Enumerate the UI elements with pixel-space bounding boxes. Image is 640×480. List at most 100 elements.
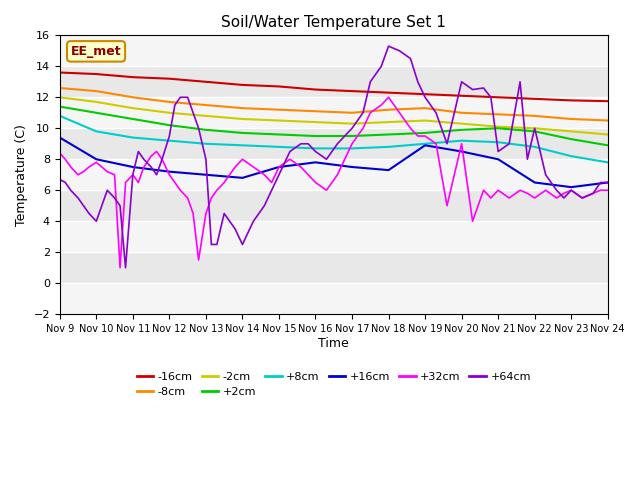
Bar	[60, 36, 608, 66]
-16cm	[348, 88, 356, 94]
-16cm	[604, 98, 612, 104]
+16cm	[56, 135, 63, 141]
-2cm	[458, 121, 465, 127]
+2cm	[531, 129, 538, 134]
+8cm	[202, 141, 210, 147]
-16cm	[92, 71, 100, 77]
+64cm	[116, 203, 124, 209]
+2cm	[348, 133, 356, 139]
Y-axis label: Temperature (C): Temperature (C)	[15, 124, 28, 226]
-8cm	[129, 95, 137, 100]
Line: +2cm: +2cm	[60, 107, 608, 145]
Bar	[60, 221, 608, 252]
Bar	[60, 159, 608, 190]
-16cm	[385, 90, 392, 96]
-2cm	[604, 132, 612, 137]
+32cm	[385, 95, 392, 100]
+16cm	[568, 184, 575, 190]
+8cm	[568, 153, 575, 159]
+64cm	[286, 149, 294, 155]
+16cm	[348, 164, 356, 170]
+8cm	[239, 143, 246, 148]
+8cm	[166, 138, 173, 144]
+16cm	[275, 164, 283, 170]
+32cm	[604, 187, 612, 193]
+32cm	[67, 164, 75, 170]
-2cm	[494, 124, 502, 130]
-8cm	[494, 111, 502, 117]
+2cm	[166, 122, 173, 128]
-2cm	[348, 121, 356, 127]
+32cm	[56, 150, 63, 156]
+16cm	[421, 143, 429, 148]
-16cm	[275, 84, 283, 89]
+2cm	[568, 136, 575, 142]
+16cm	[604, 180, 612, 185]
-2cm	[166, 110, 173, 116]
+16cm	[239, 175, 246, 181]
+64cm	[385, 43, 392, 49]
-16cm	[531, 96, 538, 102]
-8cm	[166, 99, 173, 105]
-8cm	[202, 102, 210, 108]
Text: EE_met: EE_met	[71, 45, 122, 58]
+2cm	[421, 130, 429, 136]
+16cm	[531, 180, 538, 185]
+8cm	[604, 159, 612, 165]
-8cm	[385, 107, 392, 113]
Bar	[60, 97, 608, 128]
+16cm	[385, 167, 392, 173]
+32cm	[359, 125, 367, 131]
+64cm	[560, 195, 568, 201]
-16cm	[458, 93, 465, 98]
+16cm	[202, 172, 210, 178]
-8cm	[531, 113, 538, 119]
-2cm	[275, 118, 283, 123]
+32cm	[286, 156, 294, 162]
-16cm	[56, 70, 63, 75]
-8cm	[458, 110, 465, 116]
+8cm	[458, 138, 465, 144]
-16cm	[129, 74, 137, 80]
+2cm	[202, 127, 210, 132]
Bar	[60, 283, 608, 314]
Line: -16cm: -16cm	[60, 72, 608, 101]
+8cm	[421, 141, 429, 147]
+8cm	[92, 129, 100, 134]
+8cm	[56, 113, 63, 119]
+2cm	[604, 143, 612, 148]
+2cm	[92, 110, 100, 116]
+16cm	[129, 164, 137, 170]
+2cm	[385, 132, 392, 137]
-8cm	[275, 107, 283, 113]
+8cm	[348, 145, 356, 151]
+16cm	[458, 149, 465, 155]
-8cm	[568, 116, 575, 122]
-2cm	[92, 99, 100, 105]
Line: -2cm: -2cm	[60, 97, 608, 134]
-8cm	[604, 118, 612, 123]
+32cm	[116, 265, 124, 271]
-8cm	[312, 108, 319, 114]
+64cm	[359, 110, 367, 116]
+32cm	[560, 191, 568, 196]
+16cm	[312, 159, 319, 165]
-2cm	[202, 113, 210, 119]
-16cm	[312, 87, 319, 93]
+8cm	[129, 135, 137, 141]
+64cm	[67, 187, 75, 193]
-16cm	[421, 91, 429, 97]
+8cm	[385, 144, 392, 150]
+8cm	[494, 139, 502, 145]
+16cm	[92, 156, 100, 162]
+2cm	[458, 127, 465, 132]
-2cm	[129, 105, 137, 111]
+8cm	[275, 144, 283, 150]
+8cm	[531, 144, 538, 150]
-2cm	[385, 119, 392, 125]
-2cm	[239, 116, 246, 122]
Line: +64cm: +64cm	[60, 46, 608, 268]
+2cm	[56, 104, 63, 109]
-2cm	[568, 129, 575, 134]
Legend: -16cm, -8cm, -2cm, +2cm, +8cm, +16cm, +32cm, +64cm: -16cm, -8cm, -2cm, +2cm, +8cm, +16cm, +3…	[132, 367, 536, 402]
